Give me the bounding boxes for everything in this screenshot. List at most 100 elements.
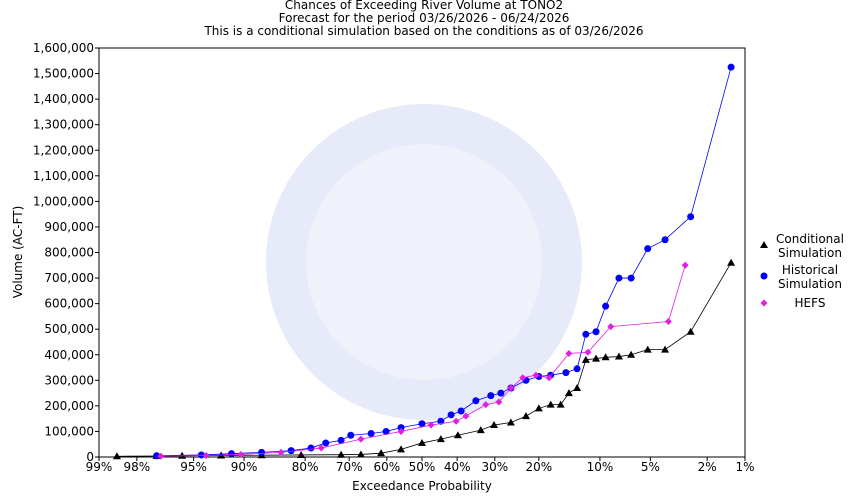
y-tick-label: 1,300,000 bbox=[33, 118, 94, 132]
triangle-marker bbox=[476, 426, 485, 434]
circle-marker bbox=[627, 274, 635, 282]
circle-marker bbox=[307, 444, 315, 452]
diamond-marker bbox=[482, 401, 490, 409]
triangle-marker bbox=[643, 345, 652, 353]
y-tick-label: 1,600,000 bbox=[33, 41, 94, 55]
triangle-marker bbox=[661, 345, 670, 353]
triangle-marker bbox=[337, 450, 346, 458]
diamond-marker bbox=[452, 417, 460, 425]
y-tick-label: 600,000 bbox=[44, 297, 94, 311]
legend-marker bbox=[760, 272, 768, 280]
circle-marker bbox=[602, 302, 610, 310]
circle-marker bbox=[418, 420, 426, 428]
x-tick-label: 2% bbox=[698, 460, 717, 474]
diamond-marker bbox=[584, 348, 592, 356]
y-tick-label: 1,400,000 bbox=[33, 92, 94, 106]
circle-marker bbox=[367, 429, 375, 437]
y-tick-label: 900,000 bbox=[44, 220, 94, 234]
circle-marker bbox=[382, 427, 390, 435]
x-tick-label: 30% bbox=[481, 460, 508, 474]
circle-marker bbox=[644, 245, 652, 253]
x-tick-label: 95% bbox=[180, 460, 207, 474]
x-tick-label: 99% bbox=[86, 460, 113, 474]
y-tick-label: 400,000 bbox=[44, 348, 94, 362]
triangle-marker bbox=[581, 355, 590, 363]
circle-marker bbox=[472, 397, 480, 405]
x-tick-label: 80% bbox=[292, 460, 319, 474]
x-tick-label: 60% bbox=[373, 460, 400, 474]
diamond-marker bbox=[519, 374, 527, 382]
legend-marker bbox=[760, 299, 768, 307]
y-tick-label: 1,500,000 bbox=[33, 67, 94, 81]
diamond-marker bbox=[495, 398, 503, 406]
circle-marker bbox=[487, 392, 495, 400]
triangle-marker bbox=[490, 421, 499, 429]
y-tick-label: 0 bbox=[86, 450, 94, 464]
diamond-marker bbox=[357, 435, 365, 443]
triangle-marker bbox=[614, 352, 623, 360]
x-tick-label: 10% bbox=[587, 460, 614, 474]
circle-marker bbox=[592, 328, 600, 336]
triangle-marker bbox=[436, 435, 445, 443]
circle-marker bbox=[337, 436, 345, 444]
watermark bbox=[266, 104, 582, 420]
circle-marker bbox=[227, 450, 235, 458]
triangle-marker bbox=[521, 412, 530, 420]
diamond-marker bbox=[277, 448, 285, 456]
circle-marker bbox=[347, 431, 355, 439]
diamond-marker bbox=[202, 451, 210, 459]
diamond-marker bbox=[545, 374, 553, 382]
circle-marker bbox=[497, 389, 505, 397]
triangle-marker bbox=[546, 400, 555, 408]
circle-marker bbox=[397, 424, 405, 432]
circle-marker bbox=[562, 369, 570, 377]
series-line bbox=[156, 67, 732, 457]
diamond-marker bbox=[607, 323, 615, 331]
triangle-marker bbox=[377, 449, 386, 457]
diamond-marker bbox=[427, 421, 435, 429]
circle-marker bbox=[457, 407, 465, 415]
x-tick-label: 20% bbox=[526, 460, 553, 474]
triangle-marker bbox=[534, 404, 543, 412]
chart-caption: This is a conditional simulation based o… bbox=[203, 24, 643, 38]
triangle-marker bbox=[627, 350, 636, 358]
watermark-disc bbox=[266, 104, 582, 420]
diamond-marker bbox=[507, 384, 515, 392]
legend-label: HEFS bbox=[794, 296, 826, 310]
triangle-marker bbox=[418, 438, 426, 446]
y-tick-label: 700,000 bbox=[44, 271, 94, 285]
y-axis-label: Volume (AC-FT) bbox=[11, 206, 25, 299]
circle-marker bbox=[661, 236, 669, 244]
x-tick-label: 70% bbox=[336, 460, 363, 474]
circle-marker bbox=[322, 439, 330, 447]
triangle-marker bbox=[112, 452, 121, 460]
y-tick-label: 200,000 bbox=[44, 399, 94, 413]
triangle-marker bbox=[601, 353, 610, 361]
triangle-marker bbox=[356, 450, 365, 458]
diamond-marker bbox=[397, 427, 405, 435]
x-tick-label: 98% bbox=[124, 460, 151, 474]
legend-marker bbox=[760, 241, 768, 248]
triangle-marker bbox=[592, 354, 601, 362]
circle-marker bbox=[447, 411, 455, 419]
circle-marker bbox=[687, 213, 695, 221]
diamond-marker bbox=[157, 452, 165, 460]
chart-subtitle: Forecast for the period 03/26/2026 - 06/… bbox=[279, 11, 570, 25]
triangle-marker bbox=[556, 400, 565, 408]
y-tick-label: 1,200,000 bbox=[33, 143, 94, 157]
y-tick-label: 1,100,000 bbox=[33, 169, 94, 183]
circle-marker bbox=[153, 452, 161, 460]
triangle-marker bbox=[686, 327, 695, 335]
diamond-marker bbox=[532, 371, 540, 379]
circle-marker bbox=[615, 274, 623, 282]
triangle-marker bbox=[453, 431, 462, 439]
triangle-marker bbox=[564, 389, 573, 397]
x-tick-label: 1% bbox=[735, 460, 754, 474]
y-tick-label: 500,000 bbox=[44, 322, 94, 336]
triangle-marker bbox=[727, 258, 736, 266]
watermark-inner bbox=[306, 144, 542, 380]
x-tick-label: 90% bbox=[231, 460, 258, 474]
diamond-marker bbox=[681, 261, 689, 269]
